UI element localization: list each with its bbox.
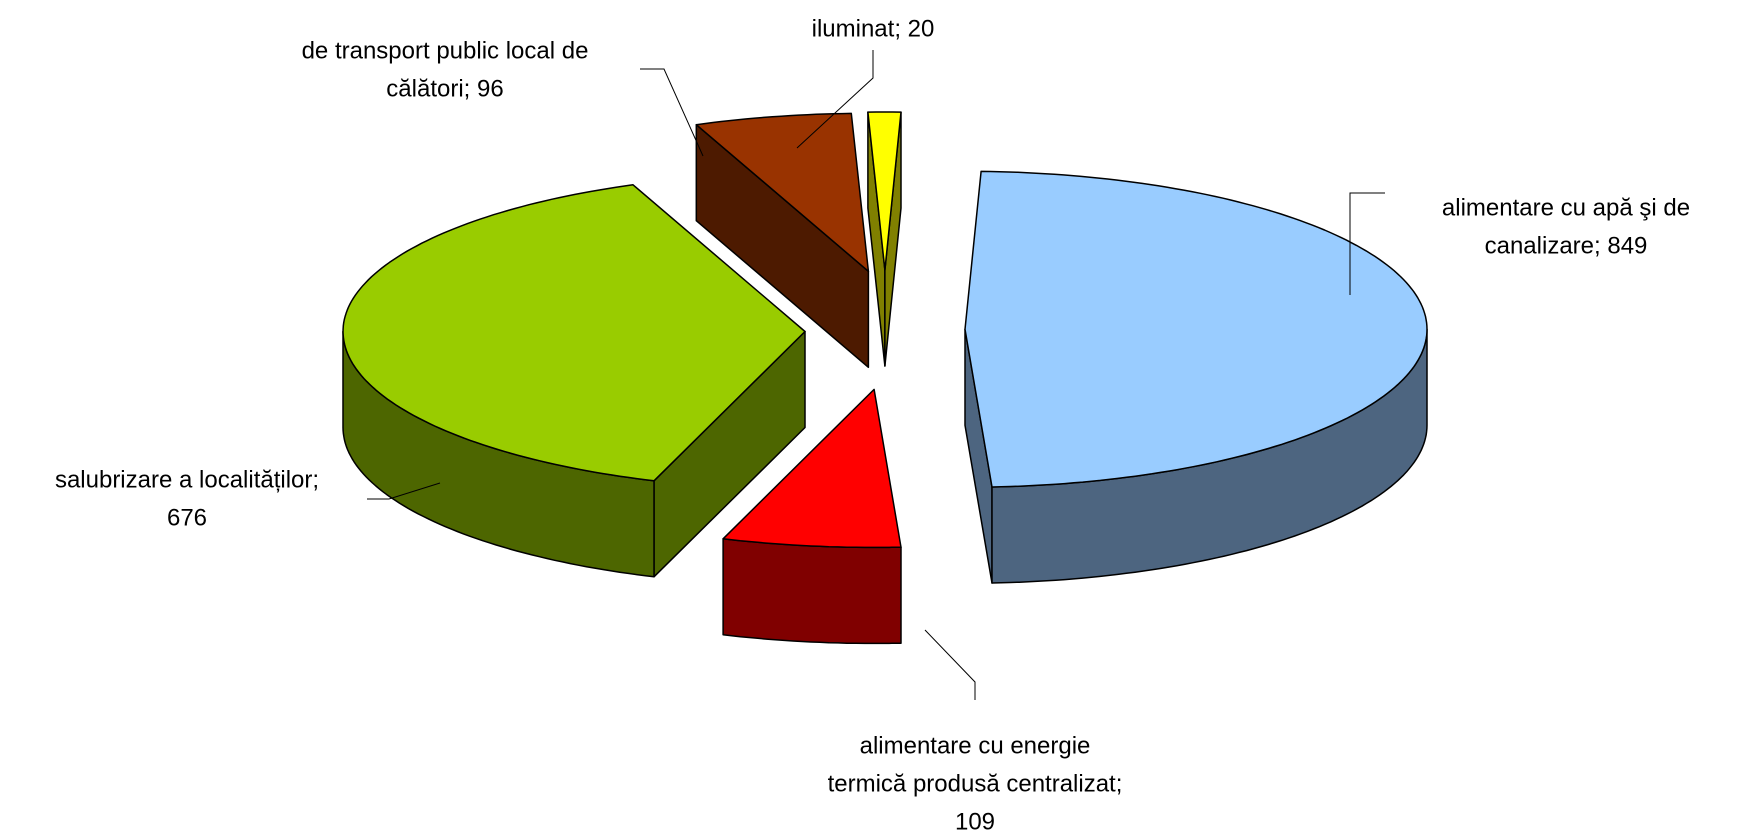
leader-line bbox=[1349, 192, 1385, 295]
pie-slice bbox=[695, 112, 870, 369]
data-label: salubrizare a localităților; bbox=[55, 466, 319, 493]
data-label: alimentare cu energie bbox=[860, 732, 1091, 759]
data-label: termică produsă centralizat; bbox=[828, 770, 1123, 797]
pie-slice bbox=[964, 170, 1428, 584]
leader-line bbox=[367, 482, 441, 500]
data-label: de transport public local de bbox=[302, 37, 589, 64]
data-label: iluminat; 20 bbox=[812, 15, 935, 42]
pie-slice bbox=[342, 184, 806, 578]
data-label: alimentare cu apă şi de bbox=[1442, 194, 1690, 221]
leader-line bbox=[796, 50, 874, 149]
data-labels: alimentare cu apă şi de canalizare; 849 al… bbox=[55, 15, 1690, 835]
pie-slice bbox=[722, 388, 902, 645]
leader-line bbox=[924, 629, 976, 700]
slice-top bbox=[695, 112, 870, 273]
slice-top bbox=[867, 111, 902, 271]
pie-slice bbox=[867, 111, 902, 367]
data-label: călători; 96 bbox=[386, 75, 503, 102]
slice-top bbox=[342, 184, 806, 482]
data-label: 109 bbox=[955, 808, 995, 835]
slice-top bbox=[964, 170, 1428, 488]
leader-line bbox=[640, 68, 704, 157]
data-label: 676 bbox=[167, 504, 207, 531]
data-label: canalizare; 849 bbox=[1485, 232, 1648, 259]
pie bbox=[342, 111, 1428, 645]
slice-top bbox=[722, 388, 902, 549]
slice-side bbox=[722, 538, 902, 645]
